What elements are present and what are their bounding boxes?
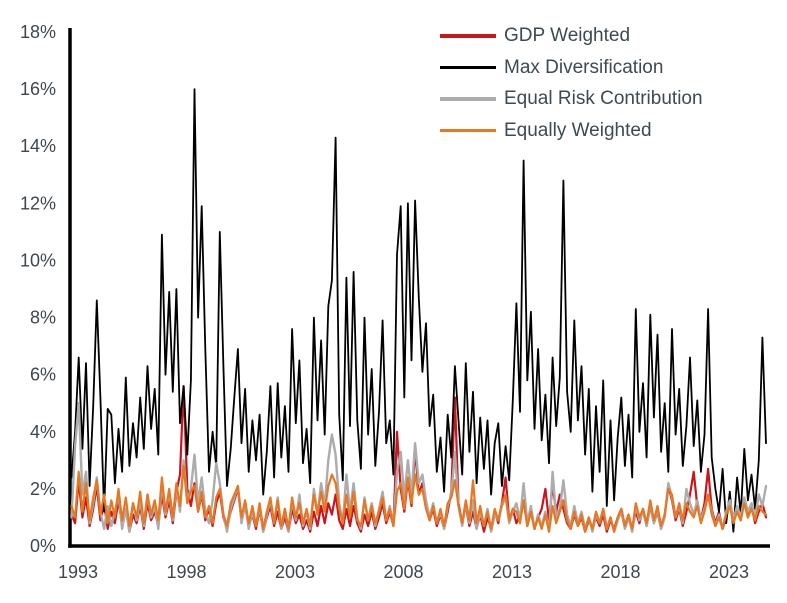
y-axis-tick-label: 0% [30,536,56,556]
x-axis-tick-label: 2018 [600,562,640,582]
chart-legend: GDP Weighted Max Diversification Equal R… [440,20,703,146]
legend-line-swatch-black [440,65,496,69]
y-axis-tick-label: 18% [20,22,56,42]
y-axis-tick-label: 16% [20,79,56,99]
series-line-gdp-weighted [70,385,768,533]
legend-item-equal-risk-contribution: Equal Risk Contribution [440,83,703,115]
legend-item-gdp-weighted: GDP Weighted [440,20,703,52]
legend-item-max-diversification: Max Diversification [440,52,703,84]
legend-label: Equally Weighted [504,119,652,141]
y-axis-tick-label: 4% [30,422,56,442]
series-line-equal-risk-contribution [70,402,768,533]
x-axis-tick-label: 1993 [58,562,98,582]
x-axis-tick-label: 2003 [275,562,315,582]
series-line-max-diversification [70,88,767,533]
y-axis-tick-label: 6% [30,365,56,385]
legend-line-swatch-orange [440,128,496,132]
y-axis-tick-label: 2% [30,479,56,499]
x-axis-tick-label: 1998 [166,562,206,582]
legend-label: Max Diversification [504,56,664,78]
legend-item-equally-weighted: Equally Weighted [440,115,703,147]
series-line-equally-weighted [70,464,768,533]
y-axis-tick-label: 10% [20,250,56,270]
legend-line-swatch-gray [440,96,496,101]
y-axis-tick-label: 12% [20,193,56,213]
x-axis-tick-label: 2008 [383,562,423,582]
legend-line-swatch-red [440,34,496,38]
legend-label: Equal Risk Contribution [504,88,703,110]
legend-label: GDP Weighted [504,25,631,47]
y-axis-tick-label: 8% [30,308,56,328]
y-axis-tick-label: 14% [20,136,56,156]
x-axis-tick-label: 2023 [709,562,749,582]
x-axis-tick-label: 2013 [492,562,532,582]
